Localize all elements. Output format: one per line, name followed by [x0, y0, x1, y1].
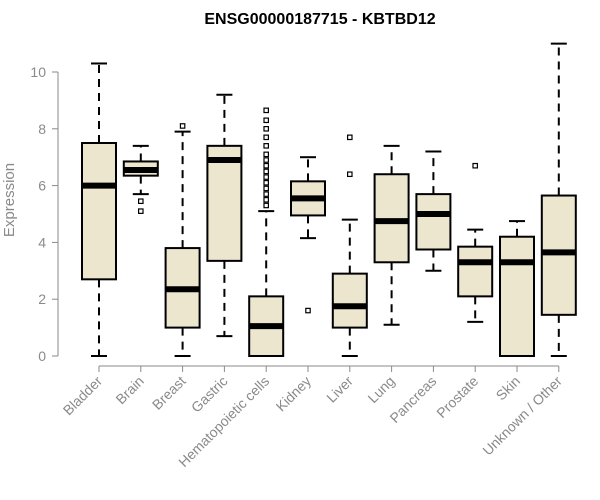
y-tick-label: 8	[38, 121, 46, 137]
outlier-point	[347, 134, 353, 141]
box-pancreas	[415, 150, 452, 272]
outlier-point	[263, 157, 270, 163]
outlier-point	[263, 174, 270, 180]
box-brain	[122, 144, 159, 214]
outlier-point	[305, 307, 311, 314]
iqr-box	[415, 193, 452, 251]
outlier-point	[263, 162, 270, 169]
x-tick-label: Prostate	[433, 373, 481, 421]
outlier-point	[263, 168, 270, 175]
box-breast	[164, 123, 201, 357]
box-prostate	[457, 162, 494, 323]
y-tick-label: 0	[38, 348, 46, 364]
outlier-point	[263, 143, 270, 149]
outlier-point	[472, 162, 479, 169]
box-gastric	[206, 93, 243, 338]
outlier-point	[263, 151, 270, 158]
box-kidney	[290, 156, 326, 314]
box-bladder	[81, 62, 117, 357]
outlier-point	[179, 123, 186, 129]
x-tick-label: Kidney	[273, 373, 315, 415]
outlier-point	[263, 107, 270, 114]
x-tick-label: Lung	[364, 373, 397, 406]
y-tick-label: 6	[38, 178, 46, 194]
box-unknown-other	[540, 42, 577, 357]
outlier-point	[347, 171, 353, 178]
iqr-box	[331, 272, 368, 329]
x-tick-label: Skin	[493, 373, 524, 404]
x-tick-label: Liver	[323, 373, 356, 406]
chart-title: ENSG00000187715 - KBTBD12	[204, 11, 435, 28]
outlier-point	[263, 191, 270, 197]
x-tick-label: Brain	[112, 373, 146, 407]
y-tick-label: 10	[30, 64, 46, 80]
box-liver	[331, 134, 368, 357]
outlier-point	[138, 208, 144, 214]
outlier-point	[263, 134, 270, 141]
box-skin	[499, 220, 535, 357]
y-tick-label: 4	[38, 234, 46, 250]
outlier-point	[263, 179, 270, 186]
iqr-box	[457, 245, 494, 298]
x-tick-label: Unknown / Other	[479, 373, 565, 459]
outlier-point	[138, 198, 144, 205]
outlier-point	[263, 125, 270, 132]
box-series	[81, 42, 577, 357]
x-tick-label: Bladder	[60, 373, 106, 419]
iqr-box	[206, 144, 243, 262]
y-axis: 0 2 4 6 8 10	[30, 64, 59, 364]
box-lung	[373, 144, 410, 326]
outlier-point	[263, 185, 270, 192]
y-axis-label: Expression	[1, 163, 18, 237]
outlier-point	[263, 117, 270, 124]
iqr-box	[81, 142, 117, 281]
y-tick-label: 2	[38, 291, 46, 307]
iqr-box	[499, 235, 535, 357]
x-tick-label: Breast	[149, 373, 189, 413]
outlier-point	[263, 202, 270, 209]
outlier-point	[263, 197, 270, 203]
box-hematopoietic-cells	[248, 107, 285, 357]
